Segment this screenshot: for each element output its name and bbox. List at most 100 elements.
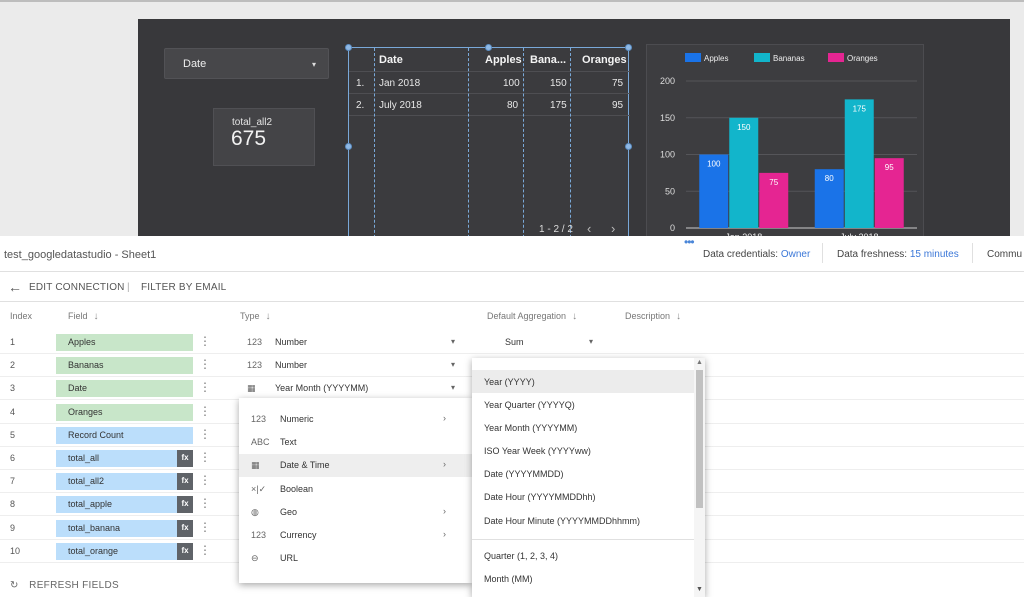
field-chip[interactable]: total_orange fx xyxy=(56,542,193,560)
type-menu-item[interactable]: ABC Text xyxy=(239,431,472,454)
formula-fx-icon[interactable]: fx xyxy=(177,496,193,514)
formula-fx-icon[interactable]: fx xyxy=(177,450,193,467)
type-menu-item[interactable]: 123 Currency › xyxy=(239,524,472,547)
back-arrow-icon[interactable]: ← xyxy=(8,279,22,295)
type-glyph-icon: 123 xyxy=(247,360,263,371)
field-chip[interactable]: Oranges xyxy=(56,403,193,421)
type-menu-label: Date & Time xyxy=(280,460,330,471)
data-table[interactable]: Date Apples Bana... Oranges 1. Jan 2018 … xyxy=(348,47,630,238)
field-chip[interactable]: Record Count xyxy=(56,426,193,444)
credentials-link[interactable]: Owner xyxy=(780,249,811,260)
bar xyxy=(699,154,729,228)
resize-handle[interactable] xyxy=(625,44,632,51)
date-range-control[interactable]: Date ▾ xyxy=(164,48,329,79)
column-header-field-label: Field xyxy=(68,311,88,321)
formula-fx-icon[interactable]: fx xyxy=(177,473,193,491)
refresh-fields-button[interactable]: ↻ REFRESH FIELDS xyxy=(10,580,119,591)
type-select[interactable]: Number xyxy=(275,337,308,347)
date-format-item[interactable]: Quarter (1, 2, 3, 4) xyxy=(484,551,559,561)
column-header-field[interactable]: Field ↓ xyxy=(68,311,99,322)
type-caret-icon[interactable]: ▾ xyxy=(451,360,456,370)
date-format-item[interactable]: ISO Year Week (YYYYww) xyxy=(484,446,591,456)
aggregation-caret-icon[interactable]: ▾ xyxy=(589,337,594,346)
field-chip[interactable]: total_banana fx xyxy=(56,519,193,537)
field-chip[interactable]: total_all fx xyxy=(56,450,193,467)
freshness-link[interactable]: 15 minutes xyxy=(909,249,959,260)
field-chip[interactable]: total_all2 fx xyxy=(56,473,193,491)
type-menu-item[interactable]: ◍ Geo › xyxy=(239,501,472,524)
scorecard[interactable]: total_all2 675 xyxy=(213,108,315,166)
date-format-item[interactable]: Month (MM) xyxy=(484,574,533,584)
column-header-aggregation[interactable]: Default Aggregation ↓ xyxy=(487,311,577,322)
more-options-icon[interactable]: ⋮ xyxy=(199,473,211,488)
prev-page-icon[interactable]: ‹ xyxy=(587,221,592,236)
resize-handle[interactable] xyxy=(625,143,632,150)
type-menu-icon: ⊖ xyxy=(251,553,259,564)
field-chip[interactable]: total_apple fx xyxy=(56,496,193,514)
more-options-icon[interactable]: ⋮ xyxy=(199,450,211,464)
field-chip[interactable]: Date xyxy=(56,380,193,398)
type-caret-icon[interactable]: ▾ xyxy=(451,337,456,346)
edit-connection-button[interactable]: EDIT CONNECTION xyxy=(29,282,125,293)
date-format-item[interactable]: Year Month (YYYYMM) xyxy=(484,423,578,433)
table-header-oranges[interactable]: Oranges xyxy=(582,54,627,66)
formula-fx-icon[interactable]: fx xyxy=(177,542,193,560)
submenu-arrow-icon: › xyxy=(443,459,446,470)
more-options-icon[interactable]: ⋮ xyxy=(199,542,211,557)
bar-chart[interactable]: 0 50 100 150 200 Apples Bananas Oranges 100 150 75… xyxy=(646,44,924,238)
more-options-icon[interactable]: ⋮ xyxy=(199,380,211,395)
filter-by-email-button[interactable]: FILTER BY EMAIL xyxy=(141,282,227,293)
submenu-arrow-icon: › xyxy=(443,413,446,423)
data-credentials: Data credentials: Owner xyxy=(703,249,810,260)
field-chip[interactable]: Bananas xyxy=(56,357,193,375)
scrollbar-thumb[interactable] xyxy=(696,370,703,508)
field-chip[interactable]: Apples xyxy=(56,334,193,351)
x-tick-label: July 2018 xyxy=(840,232,879,238)
aggregation-select[interactable]: Sum xyxy=(505,337,524,347)
resize-handle[interactable] xyxy=(345,143,352,150)
next-page-icon[interactable]: › xyxy=(611,221,616,236)
type-menu-icon: 123 xyxy=(251,530,267,540)
type-menu-item[interactable]: 123 Numeric › xyxy=(239,408,472,431)
panel-resize-handle[interactable]: ••• xyxy=(684,235,695,249)
date-format-item[interactable]: Year Quarter (YYYYQ) xyxy=(484,400,575,410)
more-options-icon[interactable]: ⋮ xyxy=(199,403,211,418)
type-glyph-icon: ▦ xyxy=(247,383,256,394)
type-select[interactable]: Number xyxy=(275,360,308,371)
date-format-item[interactable]: Date Hour Minute (YYYYMMDDhhmm) xyxy=(484,516,641,526)
data-label: 75 xyxy=(769,178,778,187)
more-options-icon[interactable]: ⋮ xyxy=(199,496,211,511)
resize-handle[interactable] xyxy=(485,44,492,51)
sort-arrow-icon: ↓ xyxy=(93,311,99,322)
table-header-apples[interactable]: Apples xyxy=(485,54,522,66)
sort-arrow-icon: ↓ xyxy=(572,311,578,322)
column-header-type[interactable]: Type ↓ xyxy=(240,311,271,322)
date-format-item[interactable]: Date (YYYYMMDD) xyxy=(484,469,564,479)
type-menu-item[interactable]: ×|✓ Boolean xyxy=(239,478,472,501)
report-area: Date ▾ total_all2 675 Date Apples Bana..… xyxy=(0,0,1024,238)
scroll-down-icon[interactable]: ▼ xyxy=(696,586,703,593)
type-caret-icon[interactable]: ▾ xyxy=(451,383,456,393)
date-format-item[interactable]: Year (YYYY) xyxy=(472,370,694,393)
date-format-item[interactable]: Date Hour (YYYYMMDDhh) xyxy=(484,492,596,502)
table-pagination: 1 - 2 / 2 xyxy=(539,224,573,235)
type-menu-label: URL xyxy=(280,553,299,564)
type-menu-item[interactable]: ⊖ URL xyxy=(239,547,472,570)
more-options-icon[interactable]: ⋮ xyxy=(199,519,211,534)
scroll-up-icon[interactable]: ▲ xyxy=(696,359,703,366)
data-label: 80 xyxy=(825,174,834,183)
more-options-icon[interactable]: ⋮ xyxy=(199,357,211,372)
community-link[interactable]: Commu xyxy=(987,249,1023,260)
table-header-date[interactable]: Date xyxy=(379,54,403,66)
more-options-icon[interactable]: ⋮ xyxy=(199,426,211,441)
more-options-icon[interactable]: ⋮ xyxy=(199,334,211,348)
legend-swatch xyxy=(685,53,701,62)
column-header-description[interactable]: Description ↓ xyxy=(625,311,681,322)
type-menu-item[interactable]: ▦ Date & Time › xyxy=(239,454,472,478)
type-menu-label: Currency xyxy=(280,530,317,540)
resize-handle[interactable] xyxy=(345,44,352,51)
type-select[interactable]: Year Month (YYYYMM) xyxy=(275,383,369,394)
formula-fx-icon[interactable]: fx xyxy=(177,519,193,537)
table-header-bananas[interactable]: Bana... xyxy=(530,54,567,66)
credentials-label: Data credentials: xyxy=(703,249,779,260)
